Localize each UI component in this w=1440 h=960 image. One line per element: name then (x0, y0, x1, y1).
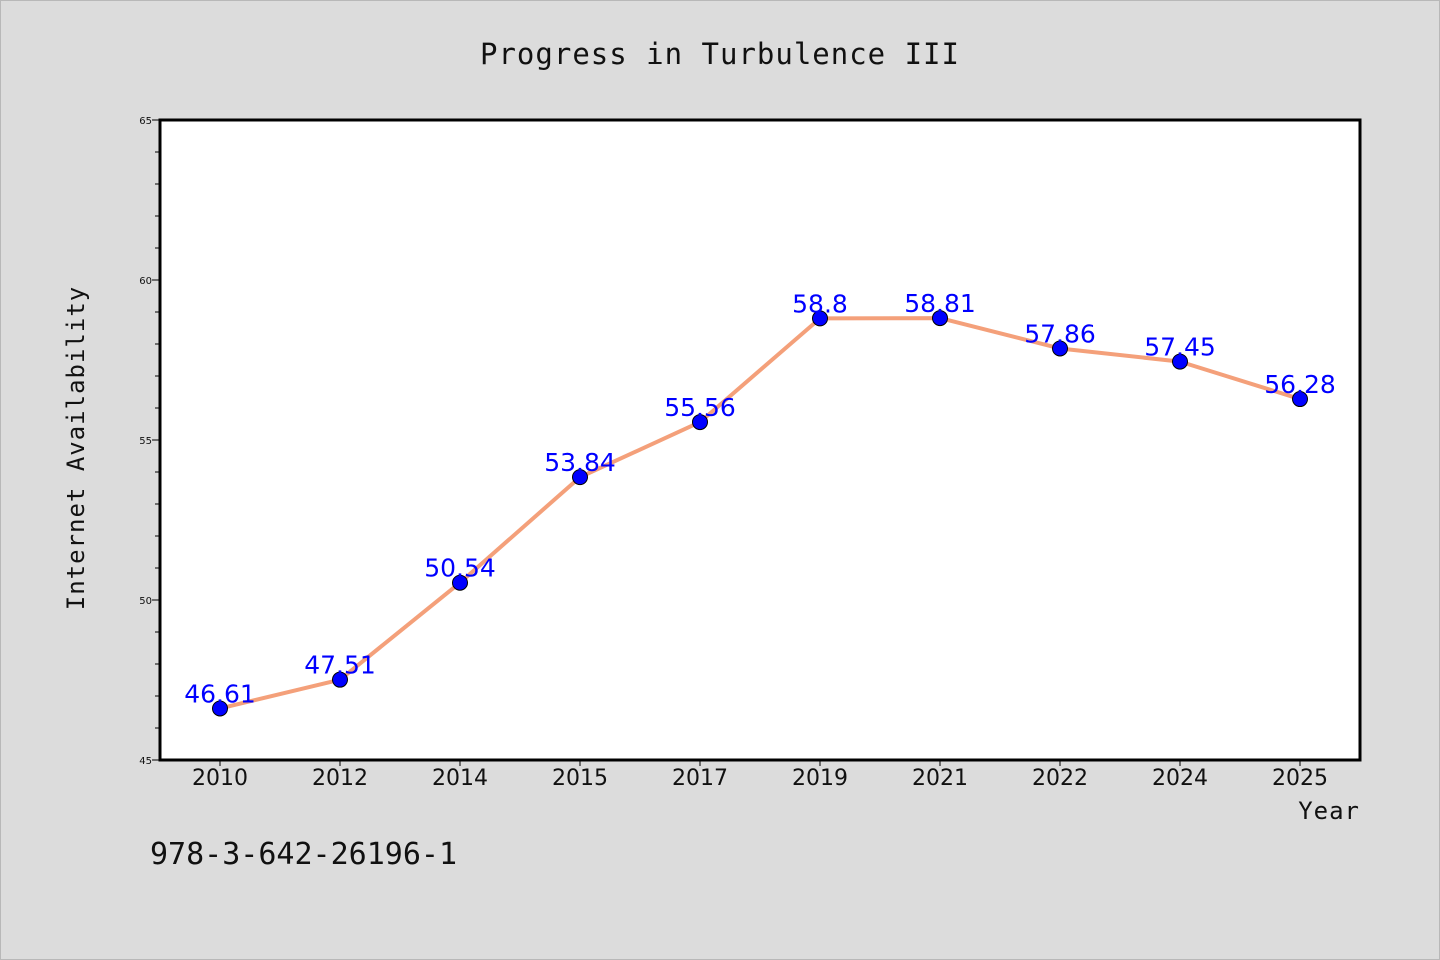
x-tick-label: 2012 (312, 766, 368, 791)
y-axis-label: Internet Availability (62, 286, 90, 610)
data-point (212, 700, 228, 717)
data-label: 57.45 (1144, 333, 1216, 362)
data-label: 57.86 (1024, 319, 1096, 348)
x-tick-label: 2017 (672, 766, 728, 791)
x-tick-label: 2019 (792, 766, 848, 791)
plot-area (160, 120, 1360, 760)
x-tick-label: 2025 (1272, 766, 1328, 791)
y-tick-label: 60 (139, 276, 152, 287)
data-point (1172, 353, 1188, 370)
data-point (1292, 391, 1308, 408)
data-label: 56.28 (1264, 370, 1336, 399)
data-point (692, 414, 708, 431)
x-tick-label: 2021 (912, 766, 968, 791)
isbn-annotation: 978-3-642-26196-1 (150, 837, 457, 872)
x-tick-label: 2014 (432, 766, 488, 791)
series-line (218, 316, 1302, 711)
data-label: 53.84 (544, 448, 616, 477)
x-tick-label: 2024 (1152, 766, 1208, 791)
data-label: 50.54 (424, 554, 496, 583)
data-label: 47.51 (304, 651, 376, 680)
x-tick-label: 2010 (192, 766, 248, 791)
y-tick-label: 55 (139, 436, 152, 447)
plot-frame (158, 118, 1362, 762)
y-tick-label: 50 (139, 596, 152, 607)
series-layer: 46.61 47.51 50.54 53.84 55.56 58.8 58.81 57.86 5… (184, 289, 1336, 717)
y-tick-label: 65 (139, 116, 152, 127)
data-point (932, 310, 948, 327)
data-label: 58.81 (904, 289, 976, 318)
data-label: 58.8 (792, 289, 848, 318)
x-tick-label: 2022 (1032, 766, 1088, 791)
data-point (812, 310, 828, 327)
x-tick-label: 2015 (552, 766, 608, 791)
chart-title: Progress in Turbulence III (480, 37, 960, 71)
x-axis-ticks: 2010 2012 2014 2015 2017 2019 2021 2022 2024 2025 (192, 760, 1328, 791)
data-label: 55.56 (664, 393, 736, 422)
y-tick-label: 45 (139, 756, 152, 767)
data-point (452, 574, 468, 591)
data-label: 46.61 (184, 679, 256, 708)
data-point (1052, 340, 1068, 357)
x-axis-label: Year (1298, 797, 1360, 825)
data-point (332, 671, 348, 688)
data-point (572, 469, 588, 486)
